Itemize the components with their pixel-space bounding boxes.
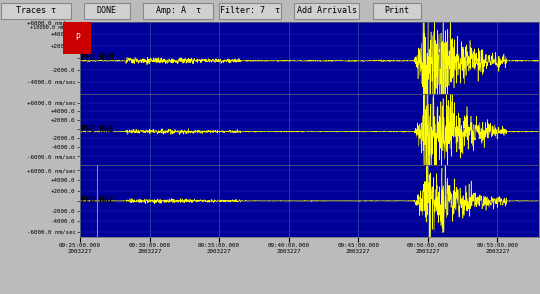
- Text: PFO HHE: PFO HHE: [81, 125, 113, 134]
- FancyBboxPatch shape: [294, 3, 359, 19]
- Text: Filter: 7  τ: Filter: 7 τ: [220, 6, 280, 15]
- Text: P: P: [75, 33, 79, 42]
- FancyBboxPatch shape: [1, 3, 71, 19]
- Text: DONE: DONE: [97, 6, 117, 15]
- FancyBboxPatch shape: [143, 3, 213, 19]
- FancyBboxPatch shape: [219, 3, 281, 19]
- Text: PFO HHN: PFO HHN: [81, 53, 113, 62]
- Text: +10000.0 nm/sec: +10000.0 nm/sec: [30, 24, 77, 29]
- FancyBboxPatch shape: [84, 3, 130, 19]
- Text: PFO HHZ: PFO HHZ: [81, 196, 113, 206]
- FancyBboxPatch shape: [373, 3, 421, 19]
- Text: Amp: A  τ: Amp: A τ: [156, 6, 201, 15]
- Text: Traces τ: Traces τ: [16, 6, 56, 15]
- Text: Add Arrivals: Add Arrivals: [296, 6, 357, 15]
- Text: Print: Print: [384, 6, 409, 15]
